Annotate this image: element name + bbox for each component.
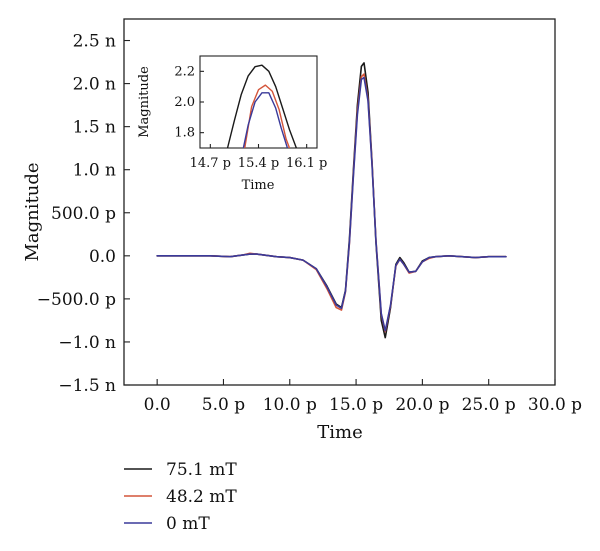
y-tick-label: 2.0 n (73, 75, 116, 95)
inset-x-axis-title: Time (242, 178, 275, 193)
y-tick-label: 1.0 n (73, 161, 116, 181)
legend-label: 75.1 mT (166, 460, 237, 480)
series-line (242, 92, 289, 148)
main-plot-frame (123, 18, 556, 386)
main-y-axis-title: Magnitude (22, 162, 43, 261)
x-tick-label: 15.0 p (329, 395, 383, 415)
inset-plot-frame (199, 55, 318, 149)
inset-y-axis: 1.8 2.0 2.2 (174, 64, 204, 141)
y-tick-label: 1.8 (174, 126, 195, 141)
series-line (244, 84, 291, 148)
main-x-axis-title: Time (317, 422, 362, 443)
legend: 75.1 mT 48.2 mT 0 mT (124, 460, 237, 534)
main-x-axis: 0.0 5.0 p 10.0 p 15.0 p 20.0 p 25.0 p 30.0 p (144, 379, 582, 415)
legend-item: 0 mT (124, 514, 210, 534)
x-tick-label: 14.7 p (190, 156, 231, 171)
main-y-axis: −1.5 n −1.0 n −500.0 p 0.0 500.0 p 1.0 n 1.5 n… (37, 32, 130, 396)
y-tick-label: −1.0 n (58, 333, 116, 353)
x-tick-label: 10.0 p (263, 395, 317, 415)
inset-y-axis-title: Magnitude (137, 66, 152, 138)
y-tick-label: −500.0 p (37, 290, 116, 310)
y-tick-label: 500.0 p (51, 204, 116, 224)
series-line (156, 76, 507, 332)
legend-label: 48.2 mT (166, 487, 237, 507)
series-line (226, 64, 298, 148)
y-tick-label: 2.2 (174, 64, 195, 79)
main-series-group (156, 62, 507, 339)
y-tick-label: −1.5 n (58, 376, 116, 396)
x-tick-label: 16.1 p (286, 156, 327, 171)
inset-x-axis: 14.7 p 15.4 p 16.1 p (190, 144, 327, 171)
x-tick-label: 15.4 p (238, 156, 279, 171)
x-tick-label: 0.0 (144, 395, 171, 415)
y-tick-label: 2.5 n (73, 32, 116, 52)
inset-plot: 14.7 p 15.4 p 16.1 p 1.8 2.0 2.2 Time Magnit… (137, 55, 327, 193)
main-plot: 0.0 5.0 p 10.0 p 15.0 p 20.0 p 25.0 p 30.0 p −… (22, 18, 582, 443)
x-tick-label: 30.0 p (528, 395, 582, 415)
legend-label: 0 mT (166, 514, 210, 534)
x-tick-label: 20.0 p (395, 395, 449, 415)
inset-series-group (226, 64, 298, 148)
x-tick-label: 5.0 p (202, 395, 245, 415)
y-tick-label: 1.5 n (73, 118, 116, 138)
y-tick-label: 2.0 (174, 95, 195, 110)
legend-item: 75.1 mT (124, 460, 237, 480)
y-tick-label: 0.0 (89, 247, 116, 267)
legend-item: 48.2 mT (124, 487, 237, 507)
x-tick-label: 25.0 p (462, 395, 516, 415)
